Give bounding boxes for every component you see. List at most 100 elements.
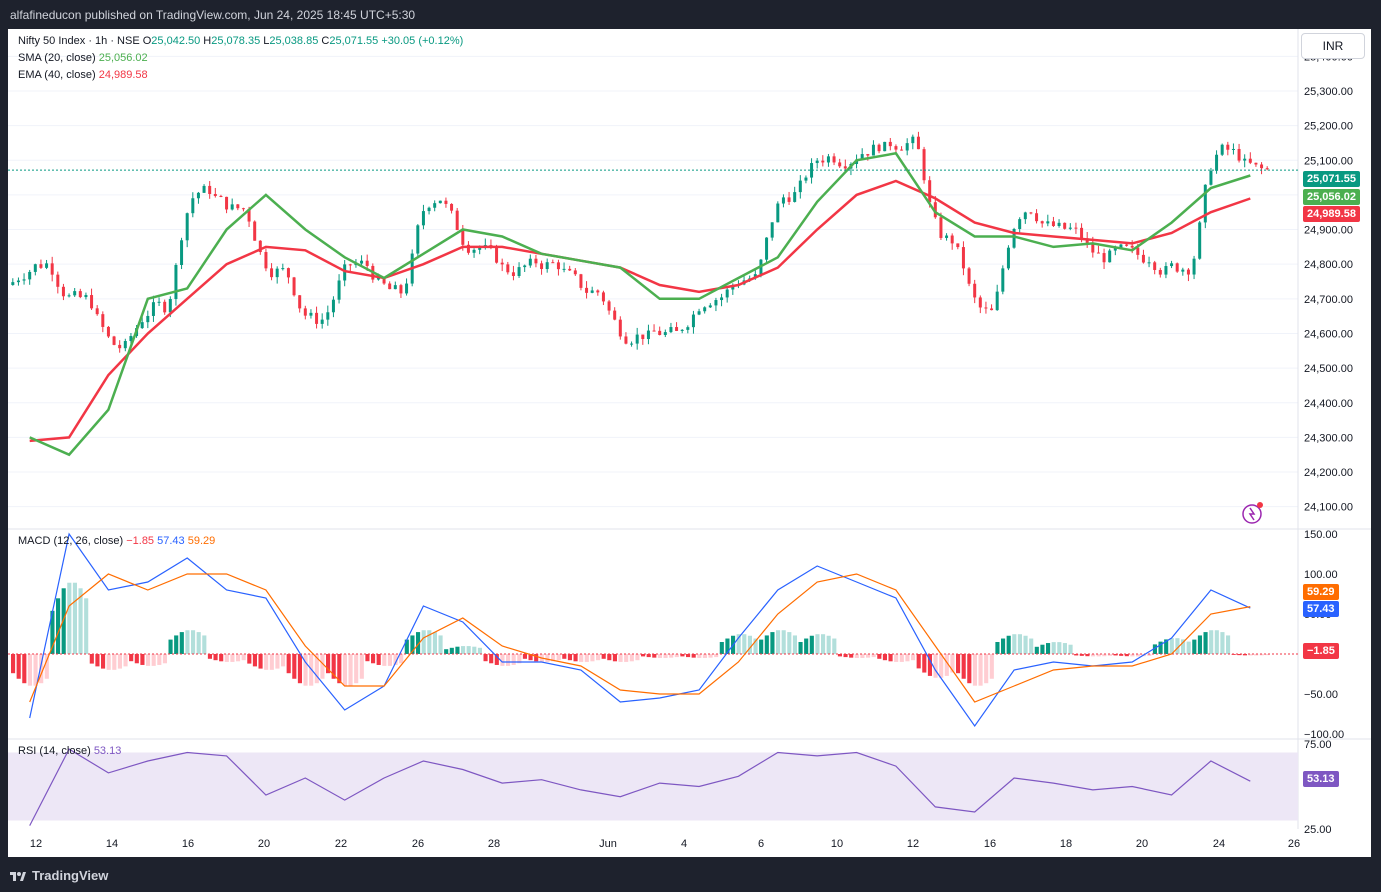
candle-body (579, 274, 583, 288)
histogram-bar (821, 634, 826, 654)
candle-body (826, 156, 830, 163)
histogram-bar (404, 639, 409, 654)
histogram-bar (399, 654, 404, 664)
candle-body (101, 314, 105, 327)
histogram-bar (770, 632, 775, 654)
candle-body (810, 163, 814, 178)
currency-button[interactable]: INR (1301, 33, 1365, 59)
candle-body (84, 295, 88, 298)
time-tick-label: 24 (1213, 838, 1225, 850)
candle-body (67, 295, 71, 297)
candle-body (1209, 170, 1213, 185)
candle-body (793, 192, 797, 202)
candle-body (112, 336, 116, 345)
histogram-bar (314, 654, 319, 684)
histogram-bar (646, 654, 651, 658)
histogram-bar (393, 654, 398, 665)
symbol-legend[interactable]: Nifty 50 Index · 1h · NSE O25,042.50 H25… (18, 35, 463, 47)
candle-body (573, 270, 577, 275)
candle-body (973, 283, 977, 298)
histogram-bar (562, 654, 567, 659)
candle-body (691, 314, 695, 328)
histogram-bar (1079, 654, 1084, 656)
histogram-bar (1192, 639, 1197, 654)
histogram-bar (44, 654, 49, 679)
histogram-bar (382, 654, 387, 666)
candle-body (545, 262, 549, 270)
histogram-bar (281, 654, 286, 667)
histogram-bar (129, 654, 134, 662)
histogram-bar (669, 654, 674, 658)
candle-body (213, 193, 217, 196)
macd-line (29, 532, 1251, 728)
candle-body (1186, 269, 1190, 275)
histogram-bar (725, 638, 730, 654)
tradingview-logo-icon (10, 872, 26, 881)
ema-legend[interactable]: EMA (40, close) 24,989.58 (18, 69, 148, 81)
macd-legend[interactable]: MACD (12, 26, close) −1.85 57.43 59.29 (18, 535, 215, 547)
candle-body (393, 285, 397, 290)
candle-body (720, 297, 724, 301)
histogram-bar (551, 654, 556, 662)
candle-body (196, 192, 200, 199)
candle-body (438, 200, 442, 204)
histogram-bar (1006, 635, 1011, 654)
candle-body (905, 143, 909, 151)
histogram-bar (899, 654, 904, 662)
candle-body (1023, 212, 1027, 220)
histogram-bar (1051, 642, 1056, 654)
histogram-bar (185, 630, 190, 654)
histogram-bar (112, 654, 117, 670)
histogram-bar (511, 654, 516, 665)
histogram-bar (1068, 644, 1073, 654)
price-tick-label: 24,500.00 (1304, 363, 1353, 375)
histogram-bar (567, 654, 572, 661)
histogram-bar (1265, 654, 1270, 656)
histogram-bar (191, 630, 196, 654)
sma-legend[interactable]: SMA (20, close) 25,056.02 (18, 52, 148, 64)
histogram-bar (455, 646, 460, 654)
histogram-bar (359, 654, 364, 679)
candle-body (258, 240, 262, 253)
rsi-tick-label: 75.00 (1304, 739, 1332, 751)
alert-icon[interactable] (1242, 502, 1263, 524)
rsi-legend[interactable]: RSI (14, close) 53.13 (18, 745, 121, 757)
high-value: 25,078.35 (211, 35, 261, 47)
histogram-bar (837, 654, 842, 657)
candle-body (978, 297, 982, 308)
histogram-bar (1175, 638, 1180, 654)
candle-body (933, 202, 937, 218)
candle-body (658, 330, 662, 335)
histogram-bar (236, 654, 241, 662)
price-tick-label: 24,400.00 (1304, 398, 1353, 410)
candle-body (1147, 262, 1151, 264)
candle-body (613, 310, 617, 320)
candle-body (208, 185, 212, 194)
histogram-bar (1203, 632, 1208, 654)
candle-body (821, 160, 825, 163)
candle-body (832, 156, 836, 163)
histogram-bar (1242, 654, 1247, 656)
candle-body (866, 154, 870, 156)
candle-body (455, 210, 459, 231)
histogram-bar (494, 654, 499, 665)
histogram-bar (67, 582, 72, 654)
price-tick-label: 24,200.00 (1304, 467, 1353, 479)
histogram-bar (466, 646, 471, 654)
histogram-bar (1220, 632, 1225, 654)
time-tick-label: 4 (681, 838, 687, 850)
rsi-label: RSI (14, close) (18, 745, 91, 757)
candle-body (225, 196, 229, 210)
histogram-bar (652, 654, 657, 658)
time-tick-label: 20 (1136, 838, 1148, 850)
chart-canvas[interactable]: 25,400.0025,300.0025,200.0025,100.0025,0… (8, 29, 1371, 857)
histogram-bar (826, 635, 831, 654)
candle-body (675, 327, 679, 331)
histogram-bar (753, 638, 758, 654)
candle-body (146, 315, 150, 323)
candle-body (922, 149, 926, 181)
histogram-bar (691, 654, 696, 658)
candle-body (1141, 254, 1145, 263)
macd-line-value: 57.43 (157, 535, 185, 547)
candle-body (916, 136, 920, 150)
